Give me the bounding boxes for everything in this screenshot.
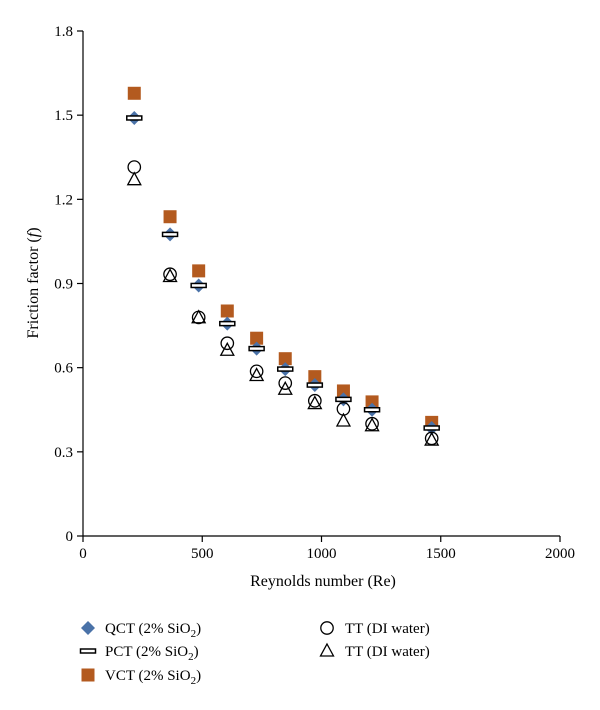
dash-point (190, 282, 207, 289)
y-tick-label: 0 (66, 529, 74, 545)
dash-point (306, 382, 324, 388)
triangle-point (277, 380, 293, 395)
legend-diamond-marker (81, 621, 95, 635)
square-point (163, 210, 177, 224)
dash-point (219, 320, 236, 327)
dash-point (161, 231, 179, 238)
legend-label-text: TT (DI water) (345, 644, 430, 660)
y-axis-title-part: ) (25, 227, 42, 232)
y-axis-title-variable: f (25, 230, 42, 237)
triangle-point (424, 431, 440, 446)
circle-point (220, 336, 235, 351)
y-tick-label: 0.6 (54, 361, 73, 377)
circle-point (249, 364, 264, 379)
triangle-point (335, 412, 352, 427)
y-axis-title: Friction factor (f) (25, 227, 42, 338)
x-tick-label: 1000 (307, 546, 337, 562)
circle-point (278, 376, 293, 390)
legend-label-tail: ) (196, 668, 201, 684)
square-point (192, 264, 206, 278)
legend-dash-marker (79, 648, 97, 654)
dash-point (276, 366, 294, 372)
triangle-point (126, 171, 142, 186)
triangle-point (364, 417, 380, 432)
legend-label-text: TT (DI water) (345, 621, 430, 637)
triangle-point (191, 309, 207, 324)
y-tick-label: 1.8 (54, 24, 73, 40)
legend-circle-marker (320, 621, 334, 635)
square-point (336, 384, 350, 398)
x-tick-label: 1500 (426, 546, 456, 562)
legend-label-subscript: 2 (188, 651, 194, 663)
legend-label: QCT (2% SiO2) (105, 621, 201, 640)
x-axis-title: Reynolds number (Re) (250, 573, 396, 590)
ticks: 0 500 1000 1500 2000 0 0.3 0.6 0.9 1.2 1.5 1.8 (54, 24, 575, 562)
triangle-point (249, 367, 265, 382)
legend-label: TT (DI water) (345, 621, 430, 637)
dash-point (363, 407, 381, 413)
square-point (365, 395, 379, 409)
x-tick-label: 500 (191, 546, 214, 562)
dash-point (126, 115, 143, 121)
data-points (126, 86, 440, 446)
square-point (278, 352, 292, 366)
legend-label-text: PCT (2% SiO (105, 644, 188, 660)
y-tick-label: 0.3 (54, 445, 73, 461)
legend-label-subscript: 2 (191, 628, 197, 640)
circle-point (307, 393, 322, 408)
y-axis-title-part: Friction factor ( (25, 237, 42, 338)
legend-triangle-marker (319, 642, 335, 657)
legend-label-tail: ) (196, 621, 201, 637)
square-point (127, 86, 141, 100)
legend-label: TT (DI water) (345, 644, 430, 660)
triangle-point (307, 395, 323, 410)
dash-point (335, 396, 352, 403)
legend-label: VCT (2% SiO2) (105, 668, 201, 687)
circle-point (163, 267, 177, 282)
triangle-point (219, 341, 235, 356)
y-tick-label: 1.2 (54, 192, 73, 208)
legend-label-text: QCT (2% SiO (105, 621, 191, 637)
square-point (220, 304, 234, 318)
triangle-point (162, 268, 178, 283)
dash-point (423, 425, 440, 431)
legend-square-marker (81, 668, 95, 682)
x-tick-label: 0 (79, 546, 87, 562)
y-tick-label: 1.5 (54, 108, 73, 124)
x-tick-label: 2000 (545, 546, 575, 562)
legend-label-text: VCT (2% SiO (105, 668, 191, 684)
dash-point (248, 345, 265, 352)
square-point (250, 331, 264, 345)
legend-label: PCT (2% SiO2) (105, 644, 199, 663)
legend-label-subscript: 2 (191, 675, 197, 687)
legend: QCT (2% SiO2)PCT (2% SiO2)VCT (2% SiO2)T… (79, 621, 430, 687)
axes (82, 31, 560, 537)
legend-label-tail: ) (194, 644, 199, 660)
square-point (308, 370, 322, 384)
y-tick-label: 0.9 (54, 277, 73, 293)
